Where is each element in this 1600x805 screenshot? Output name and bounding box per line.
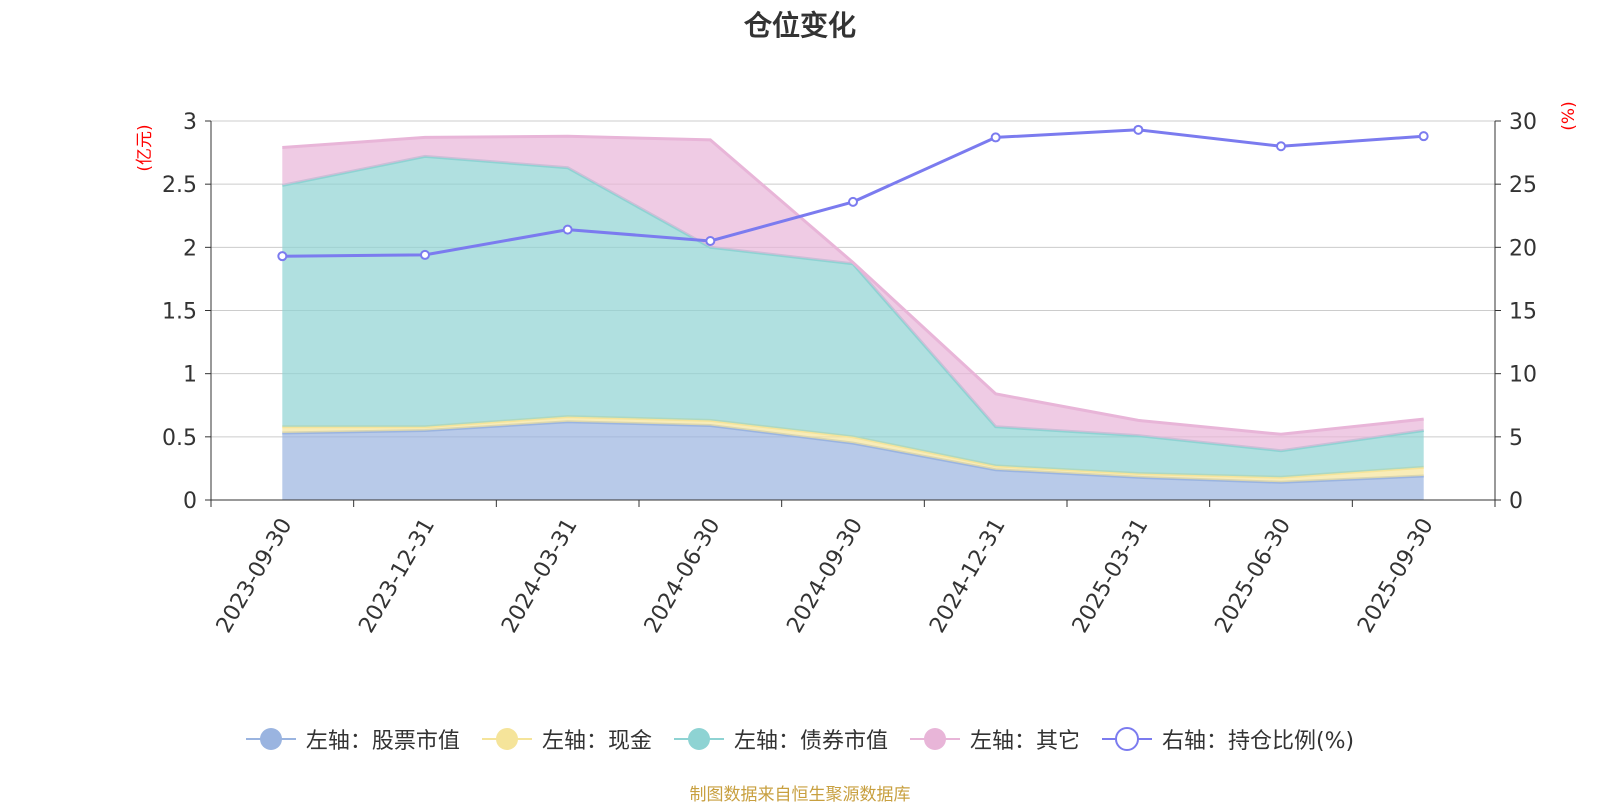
ratio-point [1133, 124, 1144, 135]
legend-symbol-other [909, 728, 960, 750]
left-axis-tick-label: 1 [183, 363, 197, 388]
x-axis-tick-label: 2024-06-30 [640, 514, 726, 637]
left-axis-unit-label: (亿元) [135, 124, 155, 171]
left-axis-tick-label: 2 [183, 236, 197, 261]
left-axis-tick-label: 0.5 [162, 426, 197, 451]
legend-label: 左轴：其它 [969, 729, 1080, 754]
x-axis-tick-label: 2024-12-31 [925, 514, 1011, 637]
area-edge-other [282, 134, 1424, 436]
left-axis-tick-label: 0 [183, 489, 197, 514]
x-axis-tick-label: 2023-12-31 [354, 514, 440, 637]
legend-item-ratio[interactable]: 右轴：持仓比例(%) [1101, 723, 1355, 755]
legend-symbol-ratio [1101, 727, 1152, 751]
area-series [282, 134, 1424, 500]
area-stock [282, 421, 1424, 500]
legend-label: 左轴：现金 [541, 729, 652, 754]
legend-label: 右轴：持仓比例(%) [1161, 729, 1355, 754]
ratio-point [277, 251, 288, 262]
right-axis-tick-label: 5 [1509, 426, 1523, 451]
x-axis-tick-label: 2025-09-30 [1353, 514, 1439, 637]
source-note: 制图数据来自恒生聚源数据库 [689, 785, 911, 805]
legend: 左轴：股票市值 左轴：现金 左轴：债券市值 左轴：其它 右轴：持仓比例(%) [0, 722, 1600, 756]
ratio-point [420, 249, 430, 260]
right-axis-tick-label: 15 [1509, 300, 1537, 325]
x-axis-tick-label: 2024-03-31 [497, 514, 583, 637]
ratio-point [990, 132, 1001, 143]
x-axis-tick-label: 2025-06-30 [1210, 514, 1296, 637]
right-axis-unit-label: (%) [1559, 101, 1579, 130]
legend-symbol-bond [673, 728, 724, 750]
right-axis-tick-label: 10 [1509, 363, 1537, 388]
legend-item-other[interactable]: 左轴：其它 [909, 723, 1080, 755]
legend-symbol-stock [245, 728, 296, 750]
chart-title: 仓位变化 [743, 9, 856, 42]
legend-item-bond[interactable]: 左轴：债券市值 [673, 723, 888, 755]
x-axis-tick-label: 2024-09-30 [782, 514, 868, 637]
right-axis-tick-label: 30 [1509, 110, 1537, 135]
legend-item-stock[interactable]: 左轴：股票市值 [245, 723, 460, 755]
legend-label: 左轴：股票市值 [305, 729, 460, 754]
right-axis-tick-label: 20 [1509, 236, 1537, 261]
legend-item-cash[interactable]: 左轴：现金 [481, 723, 652, 755]
ratio-point [1276, 141, 1286, 152]
ratio-point [705, 236, 716, 247]
area-bond [282, 156, 1424, 478]
ratio-line-series [277, 124, 1429, 262]
legend-symbol-cash [481, 728, 532, 750]
right-axis-tick-label: 0 [1509, 489, 1523, 514]
x-axis-tick-label: 2025-03-31 [1068, 514, 1154, 637]
left-axis-tick-label: 2.5 [162, 173, 197, 198]
x-axis-tick-label: 2023-09-30 [212, 514, 298, 637]
ratio-point [562, 224, 573, 235]
left-axis-tick-label: 3 [183, 110, 197, 135]
right-axis-tick-label: 25 [1509, 173, 1537, 198]
ratio-point [1418, 131, 1429, 142]
ratio-point [848, 196, 858, 207]
legend-label: 左轴：债券市值 [733, 729, 888, 754]
left-axis-tick-label: 1.5 [162, 300, 197, 325]
